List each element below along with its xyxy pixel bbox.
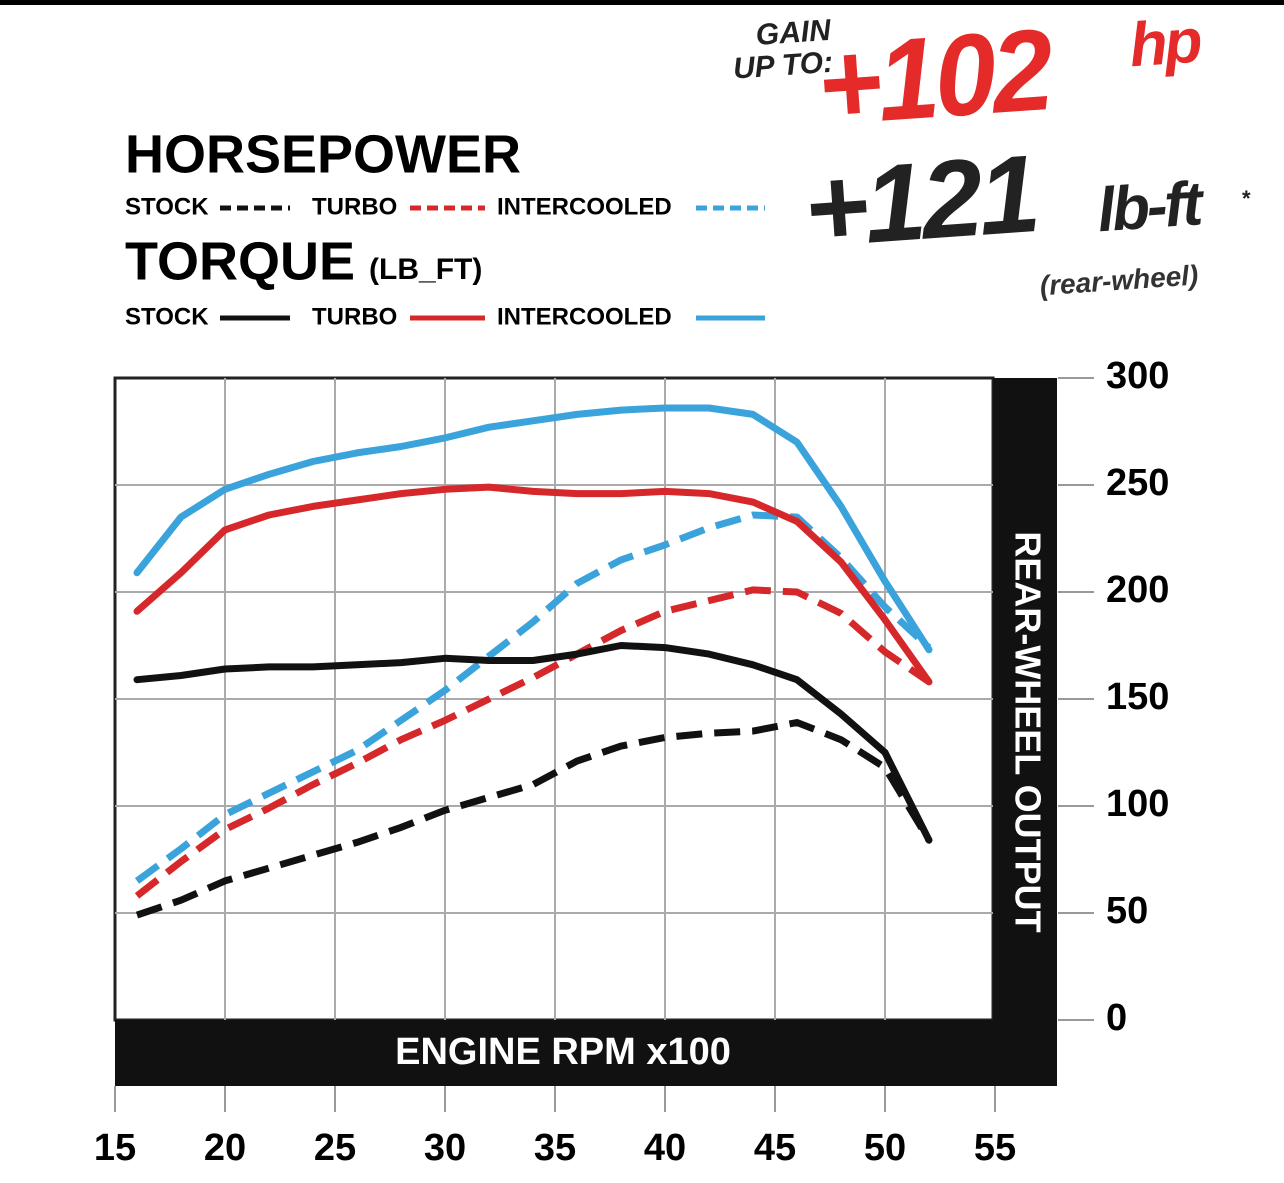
- headline-intro: GAIN: [755, 14, 833, 52]
- top-rule: [0, 0, 1284, 5]
- headline-tq-unit: lb-ft: [1095, 169, 1207, 245]
- headline-note: (rear-wheel): [1039, 259, 1199, 301]
- axis-bar-right: [993, 378, 1057, 1086]
- x-tick-label: 25: [314, 1127, 356, 1169]
- y-tick-label: 100: [1106, 783, 1169, 825]
- y-tick-label: 250: [1106, 462, 1169, 504]
- legend-label: INTERCOOLED: [497, 303, 672, 330]
- legend-label: STOCK: [125, 303, 209, 330]
- legend-label: INTERCOOLED: [497, 193, 672, 220]
- y-tick-label: 50: [1106, 890, 1148, 932]
- axis-bar-bottom: [115, 1020, 1057, 1086]
- legend-label: TURBO: [312, 303, 397, 330]
- y-tick-label: 0: [1106, 997, 1127, 1039]
- legend-group-title: TORQUE: [125, 231, 355, 291]
- data-line: [134, 511, 932, 884]
- data-line: [133, 642, 933, 844]
- x-tick-label: 15: [94, 1127, 136, 1169]
- plot-area: [113, 376, 995, 1022]
- data-line: [133, 483, 933, 686]
- x-axis-label: ENGINE RPM x100: [395, 1031, 731, 1073]
- headline-hp-unit: hp: [1127, 7, 1203, 81]
- headline-tq-value: +121: [800, 132, 1040, 271]
- legend-group-title: HORSEPOWER: [125, 124, 521, 184]
- legend-group-unit: (LB_FT): [369, 253, 482, 286]
- headline-footnote-mark: *: [1242, 186, 1251, 211]
- data-line: [135, 719, 932, 919]
- x-tick-label: 20: [204, 1127, 246, 1169]
- y-axis-label: REAR-WHEEL OUTPUT: [1007, 531, 1048, 932]
- legend-label: STOCK: [125, 193, 209, 220]
- x-tick-label: 50: [864, 1127, 906, 1169]
- headline-intro: UP TO:: [732, 46, 834, 86]
- x-tick-label: 35: [534, 1127, 576, 1169]
- y-tick-label: 300: [1106, 355, 1169, 397]
- legend-label: TURBO: [312, 193, 397, 220]
- x-tick-label: 30: [424, 1127, 466, 1169]
- x-tick-label: 45: [754, 1127, 796, 1169]
- x-tick-label: 40: [644, 1127, 686, 1169]
- data-line: [134, 586, 931, 899]
- data-line: [133, 404, 933, 654]
- y-tick-label: 200: [1106, 569, 1169, 611]
- headline-hp-value: +102: [813, 4, 1056, 149]
- x-tick-label: 55: [974, 1127, 1016, 1169]
- y-tick-label: 150: [1106, 676, 1169, 718]
